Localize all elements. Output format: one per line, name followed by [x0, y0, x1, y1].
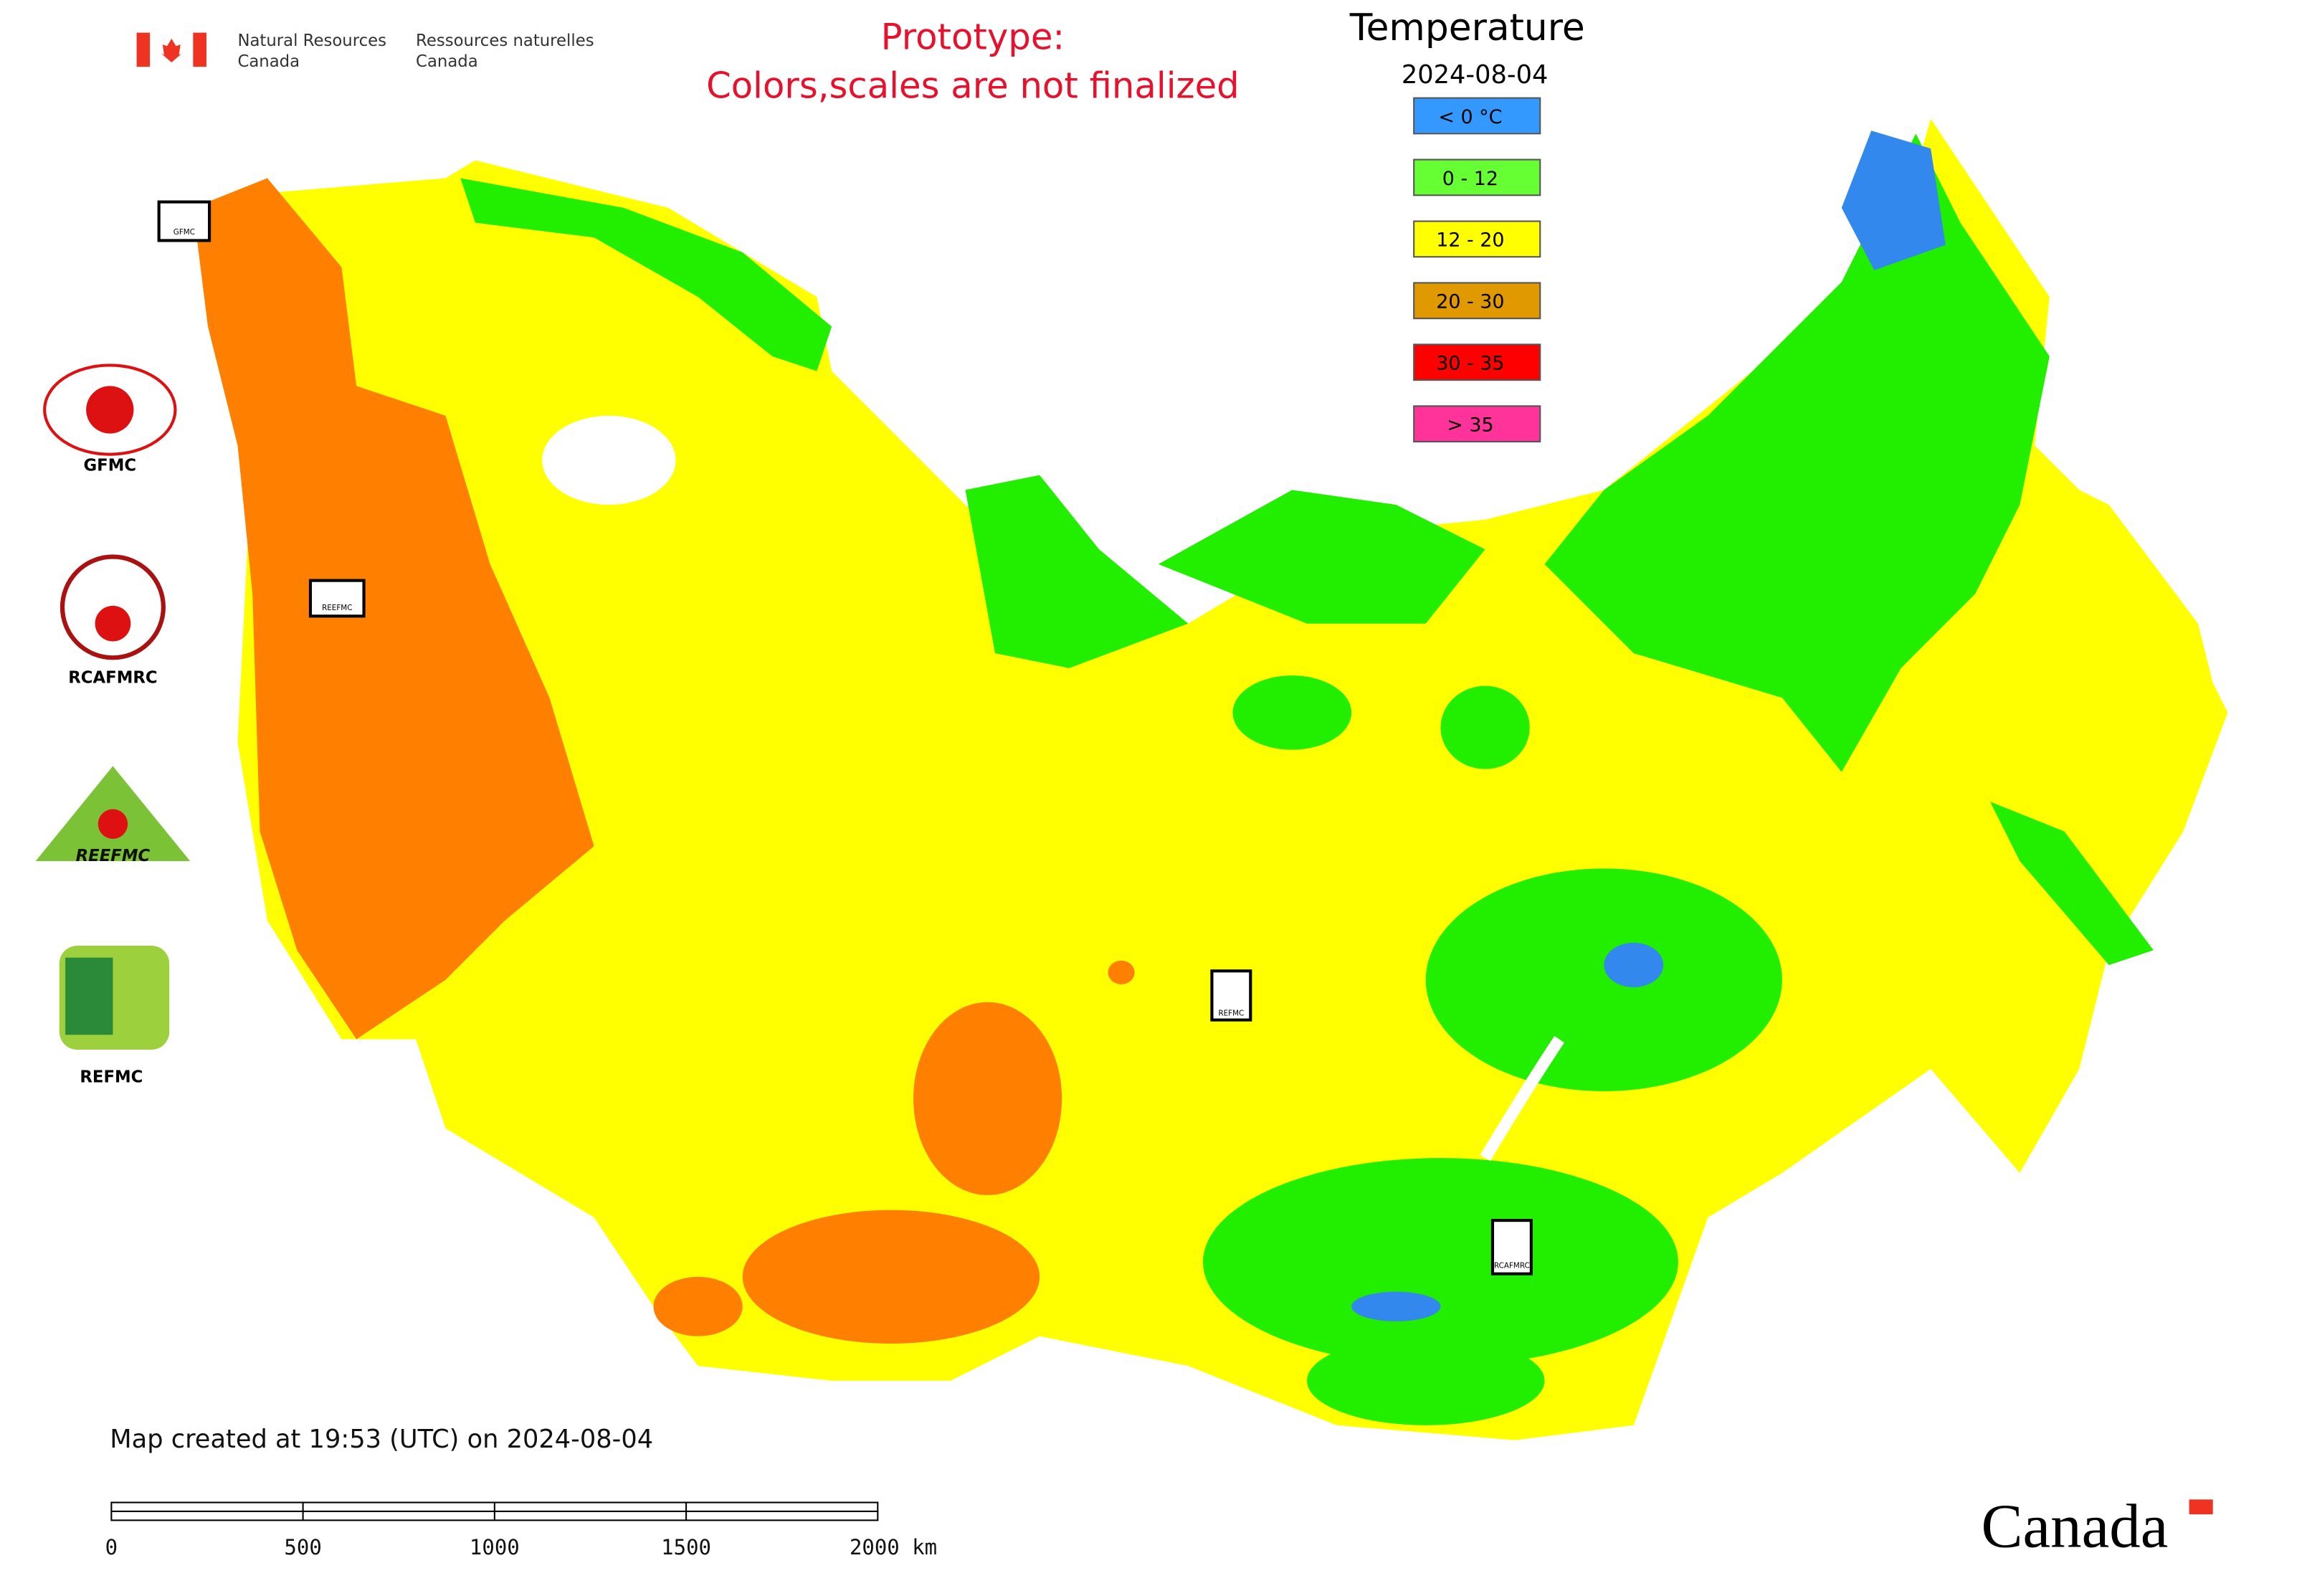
- legend-label: 30 - 35: [1436, 353, 1504, 375]
- legend-swatch: [1413, 343, 1541, 381]
- legend-swatch: [1413, 282, 1541, 320]
- region-below-0: [1841, 130, 1946, 270]
- partner-logos: GFMC RCAFMRC REEFMC REFMC: [35, 364, 191, 1087]
- region-0-12: [1989, 802, 2154, 965]
- wordmark-flag: [2189, 1499, 2213, 1515]
- legend-label: < 0 °C: [1438, 106, 1502, 128]
- scale-label: 500: [284, 1535, 321, 1559]
- lake-baikal: [1480, 1035, 1565, 1162]
- region-20-30: [742, 1210, 1040, 1344]
- region-below-0: [1604, 942, 1664, 988]
- legend-swatch: [1413, 158, 1541, 196]
- region-0-12: [1203, 1158, 1678, 1367]
- center-markers: GFMC REEFMC REFMC RCAFMRC: [157, 200, 1533, 1276]
- logo-label: REEFMC: [76, 847, 151, 865]
- flag-bar: [193, 32, 206, 67]
- center-marker: [1210, 969, 1252, 1022]
- temperature-map: [193, 118, 2228, 1440]
- legend-label: 0 - 12: [1442, 168, 1498, 190]
- region-0-12: [965, 475, 1189, 668]
- region-0-12: [1440, 685, 1530, 769]
- center-marker: [1490, 1219, 1533, 1276]
- logo-emblem: [65, 957, 113, 1035]
- region-0-12: [1158, 490, 1485, 624]
- marker-label: REEFMC: [322, 604, 352, 612]
- region-20-30: [913, 1002, 1062, 1195]
- region-0-12: [1544, 133, 2050, 772]
- center-marker: [157, 200, 211, 242]
- legend: < 0 °C 0 - 12 12 - 20 20 - 30 30 - 35 > 35: [1413, 97, 1541, 443]
- scale-label: 2000 km: [850, 1535, 937, 1559]
- prototype-notice: Colors,scales are not finalized: [706, 65, 1240, 107]
- legend-label: 20 - 30: [1436, 291, 1504, 313]
- legend-title: Temperature: [1349, 6, 1585, 49]
- logo-label: REFMC: [80, 1068, 143, 1087]
- org-en: Natural Resources: [237, 32, 386, 50]
- gov-signature: Natural Resources Canada Ressources natu…: [136, 32, 594, 71]
- scale-bar: 0 500 1000 1500 2000 km: [105, 1501, 937, 1559]
- marker-label: REFMC: [1218, 1009, 1244, 1017]
- prototype-notice: Prototype:: [881, 16, 1065, 57]
- marker-label: RCAFMRC: [1494, 1261, 1530, 1270]
- marker-label: GFMC: [173, 228, 195, 237]
- logo-emblem: [97, 809, 128, 839]
- logo-label: GFMC: [83, 456, 136, 475]
- region-0-12: [1232, 675, 1352, 750]
- region-20-30: [653, 1276, 743, 1336]
- created-note: Map created at 19:53 (UTC) on 2024-08-04: [110, 1425, 653, 1454]
- legend-label: 12 - 20: [1436, 229, 1504, 252]
- canada-wordmark: Canada: [1982, 1491, 2169, 1561]
- center-marker: [308, 579, 366, 618]
- maple-leaf: [161, 38, 182, 62]
- white-sea: [542, 415, 676, 505]
- region-0-12: [1425, 868, 1782, 1091]
- legend-label: > 35: [1447, 414, 1493, 437]
- scale-label: 0: [105, 1535, 118, 1559]
- logo-emblem: [95, 605, 131, 642]
- logo-label: RCAFMRC: [68, 669, 157, 688]
- logo-emblem: [86, 386, 134, 434]
- region-below-0: [1351, 1291, 1441, 1321]
- legend-date: 2024-08-04: [1402, 60, 1549, 90]
- scale-label: 1500: [661, 1535, 711, 1559]
- region-0-12: [460, 178, 832, 371]
- org-fr: Ressources naturelles: [416, 32, 594, 50]
- region-20-30: [193, 178, 594, 1040]
- org-en: Canada: [237, 52, 300, 71]
- legend-swatch: [1413, 220, 1541, 258]
- scale-label: 1000: [470, 1535, 520, 1559]
- legend-swatch: [1413, 97, 1541, 135]
- org-fr: Canada: [416, 52, 478, 71]
- flag-bar: [136, 32, 151, 67]
- legend-swatch: [1413, 405, 1541, 443]
- region-20-30: [1108, 960, 1135, 984]
- region-0-12: [1307, 1336, 1545, 1425]
- region-12-20: [2049, 475, 2213, 683]
